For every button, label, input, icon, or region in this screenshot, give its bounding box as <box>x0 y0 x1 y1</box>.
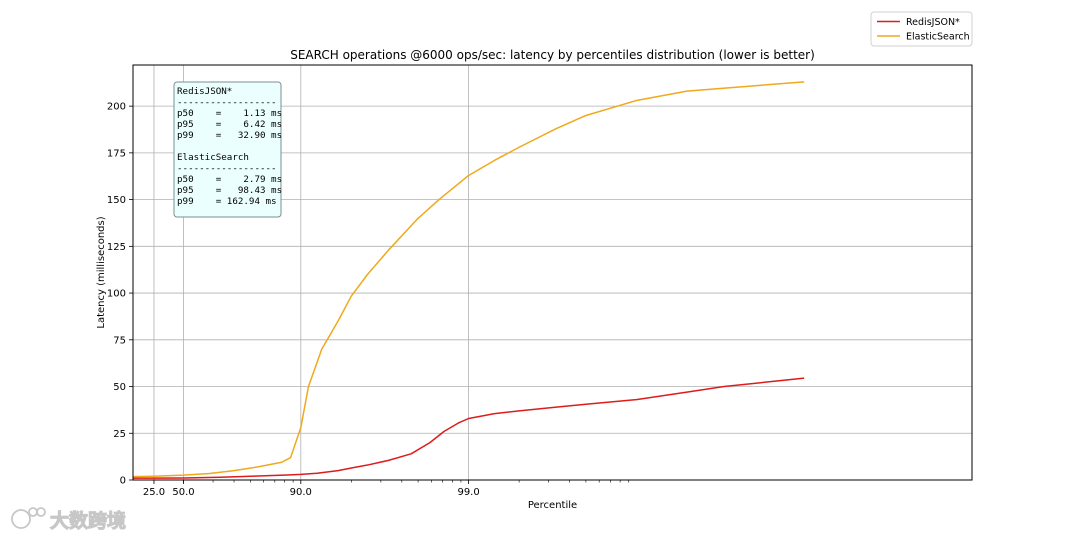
y-tick-label: 150 <box>107 195 126 206</box>
y-tick-label: 75 <box>113 335 126 346</box>
y-tick-label: 0 <box>120 476 126 487</box>
series-line-redisjson <box>133 377 805 479</box>
summary-line: RedisJSON* <box>177 86 232 97</box>
summary-line: p50 = 1.13 ms <box>177 108 282 119</box>
y-tick-label: 25 <box>113 429 126 440</box>
summary-line: p50 = 2.79 ms <box>177 174 282 185</box>
percentile-summary-background <box>173 81 282 218</box>
series-lines <box>132 81 805 479</box>
watermark-text: 大数跨境 <box>50 509 126 532</box>
chart-title: SEARCH operations @6000 ops/sec: latency… <box>290 48 815 62</box>
legend-label-redisjson: RedisJSON* <box>906 17 960 28</box>
summary-line: p95 = 98.43 ms <box>177 185 282 196</box>
x-tick-label: 25.0 <box>143 487 165 498</box>
x-axis-label: Percentile <box>528 500 577 511</box>
x-tick-label: 90.0 <box>290 487 312 498</box>
watermark-logo-icon <box>11 507 46 529</box>
x-tick-label: 50.0 <box>172 487 194 498</box>
summary-line: p99 = 32.90 ms <box>177 130 282 141</box>
percentile-summary-box: RedisJSON*------------------p50 = 1.13 m… <box>173 81 282 218</box>
summary-line: p99 = 162.94 ms <box>177 196 277 207</box>
summary-line: ------------------ <box>177 163 277 174</box>
y-tick-label: 100 <box>107 289 126 300</box>
plot-frame <box>132 64 973 481</box>
y-axis-label: Latency (milliseconds) <box>96 216 107 328</box>
summary-line: ------------------ <box>177 97 277 108</box>
legend-label-elasticsearch: ElasticSearch <box>906 32 970 43</box>
watermark: 大数跨境 <box>11 507 127 533</box>
y-tick-label: 200 <box>107 102 126 113</box>
summary-line: p95 = 6.42 ms <box>177 119 282 130</box>
x-tick-label: 99.0 <box>457 487 479 498</box>
axes: 0 25 50 75 100 125 150 175 200 25.0 50.0 90.0 99.0 <box>107 102 630 498</box>
y-tick-label: 50 <box>113 382 126 393</box>
series-line-elasticsearch <box>132 81 805 478</box>
legend-frame <box>870 11 973 47</box>
y-tick-label: 175 <box>107 148 126 159</box>
legend: RedisJSON* ElasticSearch <box>870 11 973 47</box>
summary-line: ElasticSearch <box>177 152 249 163</box>
percentile-summary-text: RedisJSON*------------------p50 = 1.13 m… <box>177 86 282 207</box>
y-tick-label: 125 <box>107 242 126 253</box>
